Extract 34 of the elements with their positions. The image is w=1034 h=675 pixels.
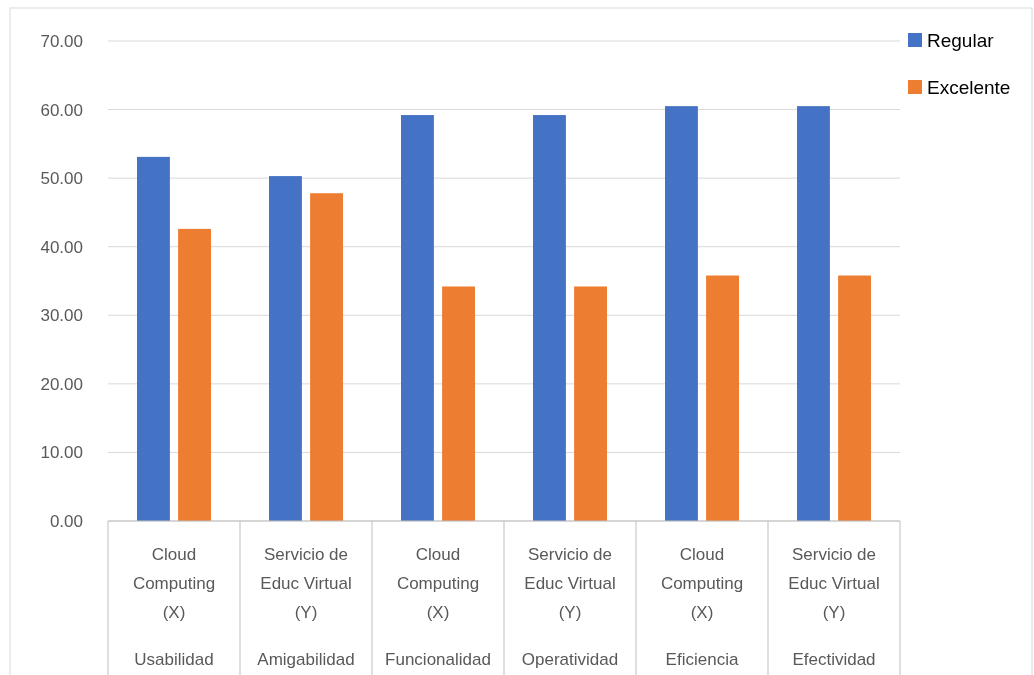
y-tick-label: 30.00 (40, 306, 83, 326)
bar (401, 115, 434, 521)
text: Operatividad (521, 650, 619, 669)
bar (665, 106, 698, 521)
bar (533, 115, 566, 521)
y-tick-label: 40.00 (40, 237, 83, 257)
bar (178, 228, 211, 521)
text: Usabilidad (134, 650, 214, 669)
text: Eficiencia (665, 650, 739, 669)
bar (442, 286, 475, 521)
bar (310, 193, 343, 521)
bar (137, 156, 170, 521)
legend-label: Regular (927, 29, 995, 51)
legend-label: Excelente (927, 76, 1011, 98)
x-tick-label: Servicio de Educ Virtual (Y) (260, 545, 352, 622)
text: Amigabilidad (257, 650, 355, 669)
y-tick-label: 70.00 (40, 31, 83, 51)
bar (269, 176, 302, 521)
bar (706, 275, 739, 521)
y-tick-label: 50.00 (40, 169, 83, 189)
x-tick-label: Cloud Computing (X) (660, 545, 744, 622)
bar (574, 286, 607, 521)
bar (797, 106, 830, 521)
text: Funcionalidad (385, 650, 491, 669)
x-tick-label: Servicio de Educ Virtual (Y) (788, 545, 880, 622)
y-tick-label: 60.00 (40, 100, 83, 120)
x-tick-label: Cloud Computing (X) (132, 545, 216, 622)
x-tick-label: Cloud Computing (X) (396, 545, 480, 622)
y-tick-label: 0.00 (49, 511, 83, 531)
y-tick-label: 10.00 (40, 443, 83, 463)
text: Efectividad (792, 650, 876, 669)
y-tick-label: 20.00 (40, 374, 83, 394)
bar (838, 275, 871, 521)
x-tick-label: Servicio de Educ Virtual (Y) (524, 545, 616, 622)
